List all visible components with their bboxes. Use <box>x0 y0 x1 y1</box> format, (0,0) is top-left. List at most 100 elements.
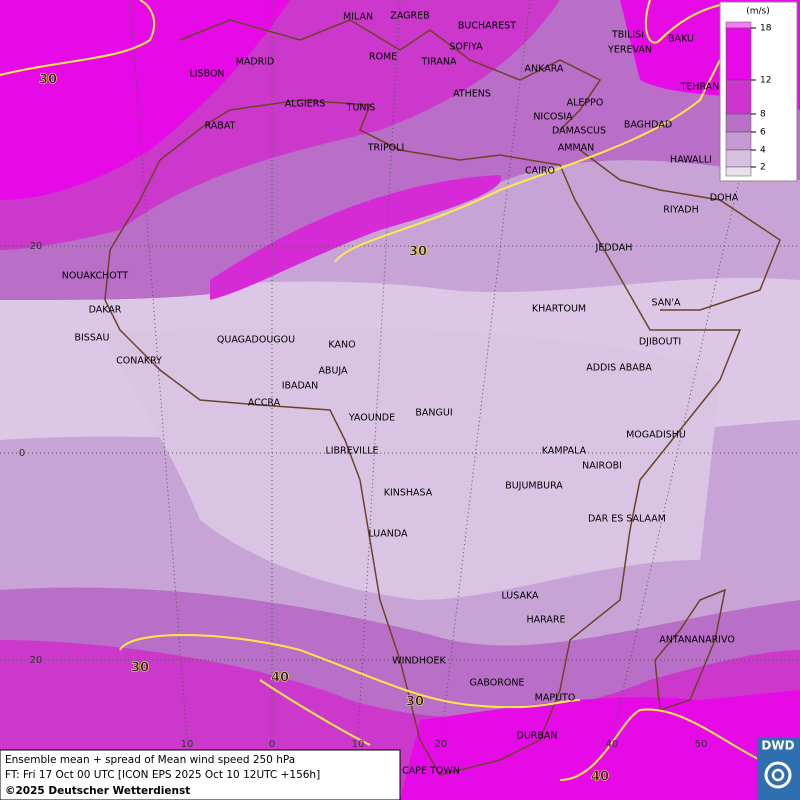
legend-swatch <box>725 113 752 133</box>
city-label: DOHA <box>710 193 739 204</box>
isotach-label: 40 <box>271 671 289 686</box>
city-label: CAPE TOWN <box>402 766 460 777</box>
city-label: TBILISI <box>611 30 644 41</box>
city-label: ALEPPO <box>567 98 604 109</box>
legend-swatch <box>725 79 752 115</box>
latitude-label: 0 <box>19 448 25 459</box>
isotach-label: 30 <box>39 73 57 88</box>
city-label: CONAKRY <box>116 356 162 367</box>
city-label: ALGIERS <box>285 99 326 110</box>
city-label: KAMPALA <box>542 446 587 457</box>
footer-line: Ensemble mean + spread of Mean wind spee… <box>5 754 295 766</box>
city-label: ATHENS <box>453 89 491 100</box>
latitude-label: 20 <box>30 655 43 666</box>
city-label: AMMAN <box>558 143 595 154</box>
isotach-label: 30 <box>406 695 424 710</box>
city-label: JEDDAH <box>595 243 633 254</box>
city-label: QUAGADOUGOU <box>217 335 295 346</box>
city-label: SAN'A <box>652 298 681 309</box>
logo: DWD <box>761 739 794 753</box>
longitude-label: 10 <box>352 739 365 750</box>
city-label: MOGADISHU <box>626 430 686 441</box>
city-label: GABORONE <box>470 678 525 689</box>
city-label: BISSAU <box>74 333 109 344</box>
city-label: MAPUTO <box>535 693 576 704</box>
city-label: DAKAR <box>89 305 122 316</box>
isotach-label: 40 <box>591 770 609 785</box>
city-label: MADRID <box>236 57 275 68</box>
logo-icon <box>764 761 792 789</box>
city-label: ANKARA <box>525 64 564 75</box>
longitude-label: 50 <box>695 739 708 750</box>
graticule <box>0 0 800 741</box>
city-label: MILAN <box>343 12 373 23</box>
city-label: WINDHOEK <box>392 656 446 667</box>
longitude-label: 40 <box>606 739 619 750</box>
city-label: RIYADH <box>663 205 698 216</box>
city-label: DAR ES SALAAM <box>588 514 666 525</box>
city-label: NAIROBI <box>582 461 622 472</box>
city-label: ABUJA <box>318 366 348 377</box>
city-label: ADDIS ABABA <box>586 363 652 374</box>
city-label: ACCRA <box>248 398 281 409</box>
city-label: TIRANA <box>421 57 457 68</box>
longitude-label: 20 <box>435 739 448 750</box>
calm-zone <box>100 327 720 600</box>
legend-label: 6 <box>760 128 766 138</box>
legend-swatch <box>725 131 752 151</box>
longitude-label: 10 <box>181 739 194 750</box>
coastlines <box>104 19 781 776</box>
city-label: KANO <box>328 340 355 351</box>
lon-line <box>440 0 531 741</box>
city-label: YEREVAN <box>607 45 652 56</box>
isotach-label: 30 <box>131 661 149 676</box>
city-label: BUCHAREST <box>458 21 516 32</box>
city-label: CAIRO <box>525 166 555 177</box>
legend-label: 12 <box>760 76 771 86</box>
legend-swatch <box>725 27 752 81</box>
city-label: TEHRAN <box>680 82 720 93</box>
jet-band <box>210 175 502 300</box>
city-label: BAGHDAD <box>624 120 672 131</box>
isotachs <box>0 0 761 781</box>
latitude-label: 20 <box>30 241 43 252</box>
legend-label: 8 <box>760 110 766 120</box>
city-label: RABAT <box>205 121 236 132</box>
city-label: LISBON <box>189 69 224 80</box>
city-label: DAMASCUS <box>552 126 606 137</box>
logo-icon <box>771 768 785 782</box>
city-label: TRIPOLI <box>367 143 405 154</box>
city-label: KHARTOUM <box>532 304 586 315</box>
isotach-label: 30 <box>409 245 427 260</box>
legend-swatch <box>725 166 752 177</box>
footer-box <box>0 749 401 800</box>
city-label: NICOSIA <box>533 112 573 123</box>
legend-label: 2 <box>760 163 766 173</box>
longitude-label: 0 <box>269 739 275 750</box>
city-label: DURBAN <box>517 731 558 742</box>
city-label: LIBREVILLE <box>325 446 378 457</box>
city-label: TUNIS <box>346 103 376 114</box>
city-label: HARARE <box>527 615 566 626</box>
footer-line: ©2025 Deutscher Wetterdienst <box>5 785 190 797</box>
city-label: YAOUNDE <box>348 413 395 424</box>
city-label: BUJUMBURA <box>505 481 563 492</box>
city-label: BAKU <box>668 34 694 45</box>
city-label: KINSHASA <box>384 488 433 499</box>
city-label: ANTANANARIVO <box>659 635 735 646</box>
city-label: NOUAKCHOTT <box>62 271 129 282</box>
city-label: ZAGREB <box>390 11 429 22</box>
legend-swatch <box>725 149 752 168</box>
city-label: BANGUI <box>415 408 452 419</box>
footer-line: FT: Fri 17 Oct 00 UTC [ICON EPS 2025 Oct… <box>5 769 320 781</box>
jet-south-max <box>400 690 800 800</box>
city-label: ROME <box>369 52 397 63</box>
legend-unit: (m/s) <box>746 7 770 17</box>
city-label: SOFIYA <box>449 42 483 53</box>
city-label: LUSAKA <box>501 591 539 602</box>
city-label: DJIBOUTI <box>639 337 681 348</box>
legend-swatch <box>725 21 752 29</box>
jet-max <box>0 0 290 200</box>
